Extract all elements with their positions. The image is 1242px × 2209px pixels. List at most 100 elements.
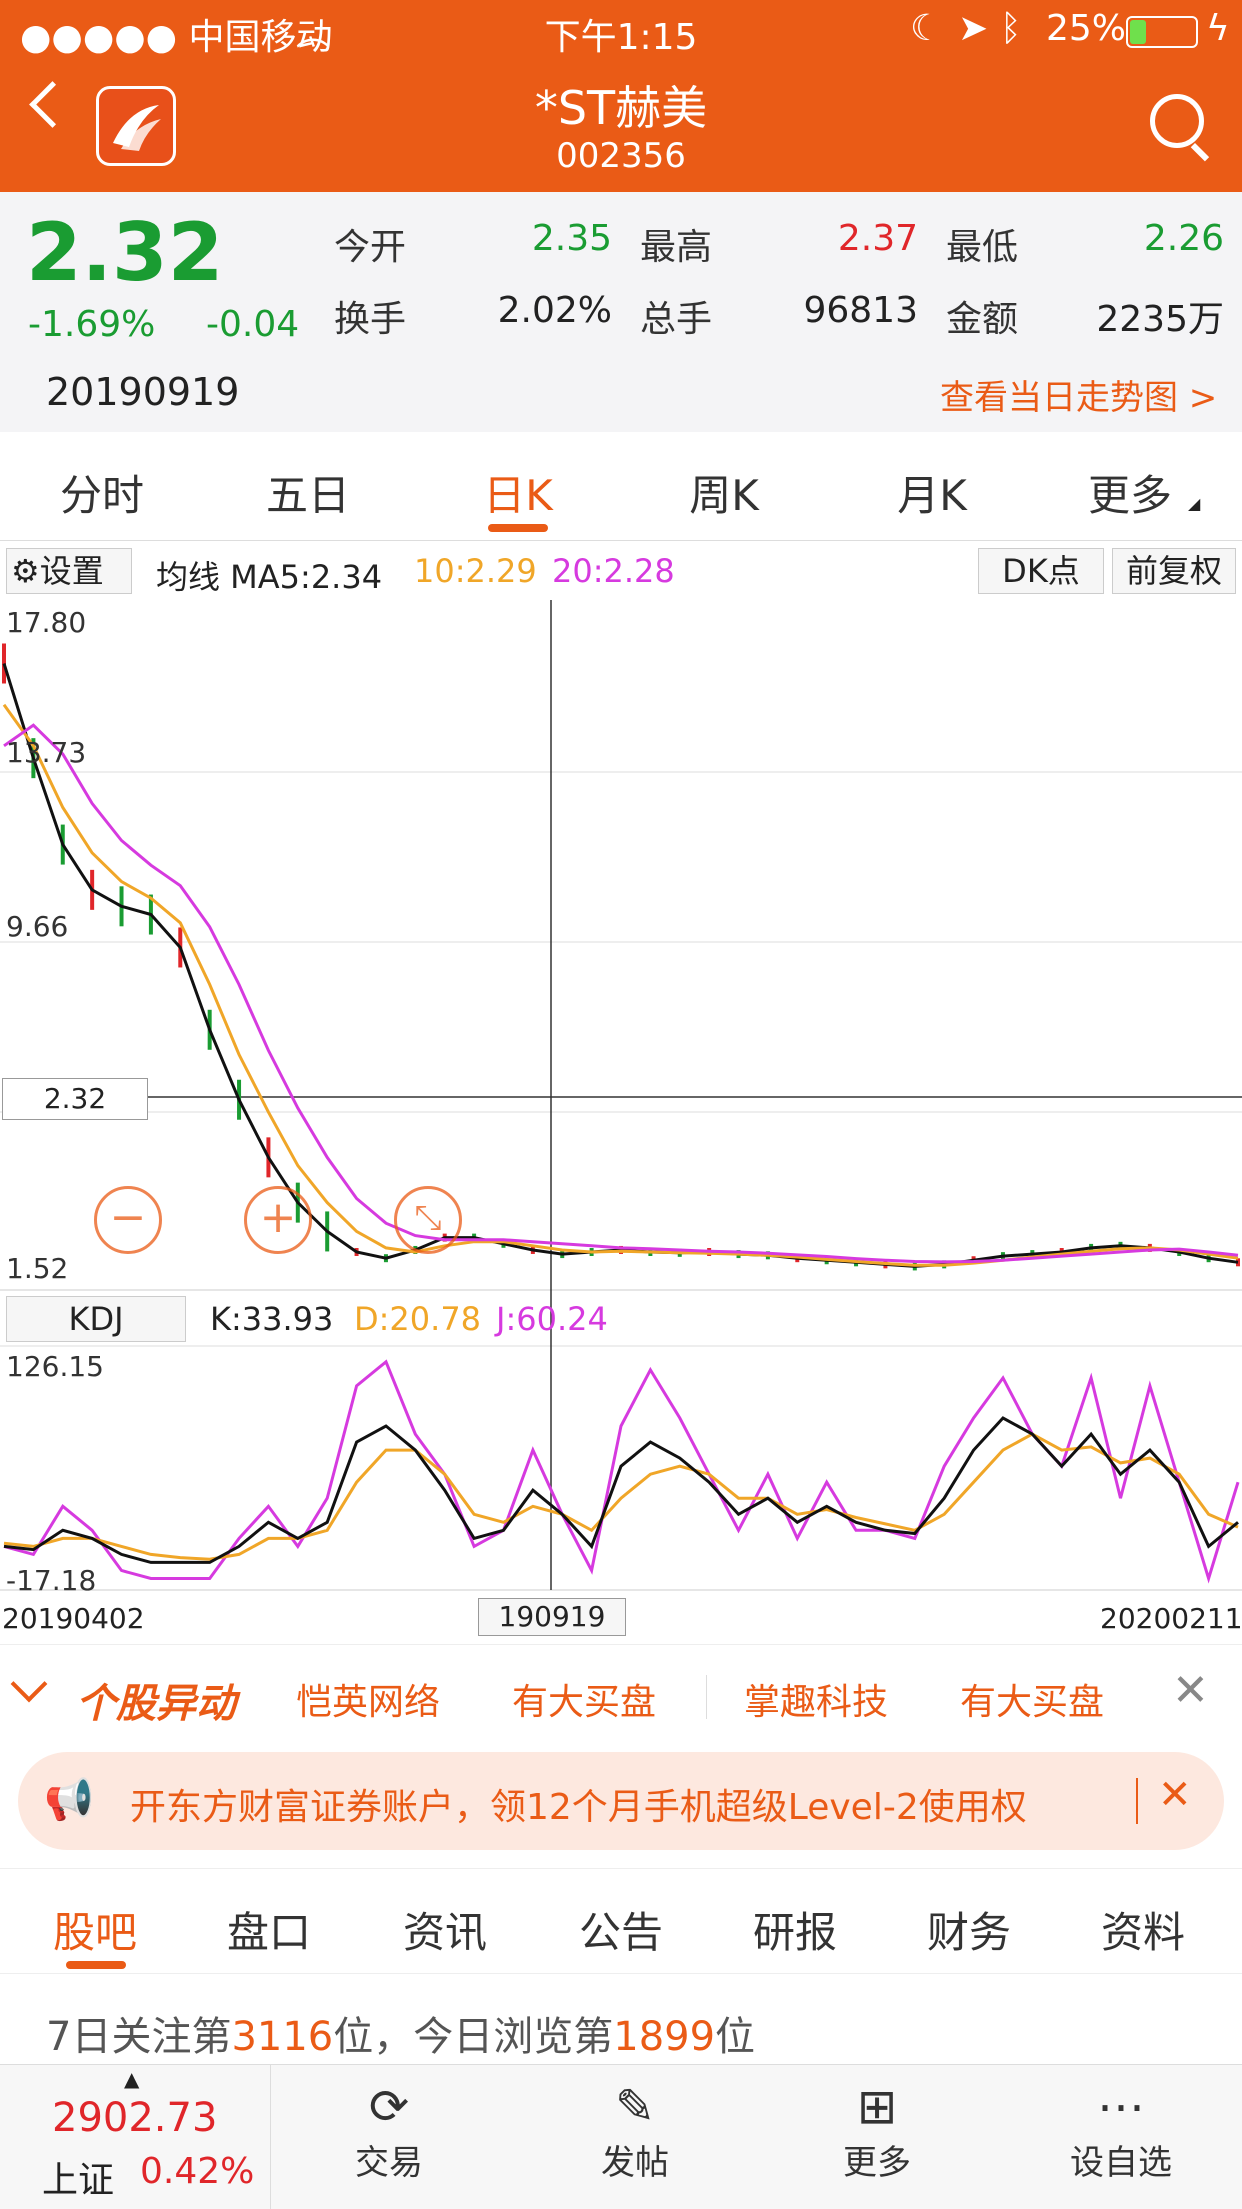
tab-intraday[interactable]: 分时	[59, 471, 144, 520]
tab-orderbook[interactable]: 盘口	[226, 1908, 311, 1957]
date-end-label: 20200211	[1100, 1602, 1242, 1635]
mover-event-1[interactable]: 有大买盘	[512, 1682, 657, 1723]
change-amount: -0.04	[206, 304, 300, 345]
period-tabs: 分时 五日 日K 周K 月K 更多 ◢	[0, 432, 1242, 541]
carrier-label: ●●●●● 中国移动	[20, 17, 333, 58]
index-percent: 0.42%	[140, 2151, 255, 2192]
mover-event-2[interactable]: 有大买盘	[960, 1682, 1105, 1723]
wifi-icon: ︵	[296, 14, 330, 54]
turnover-label: 换手	[334, 299, 407, 340]
chart-toolbar: ⚙设置 均线 MA5:2.34 10:2.29 20:2.28 DK点 前复权	[0, 540, 1242, 600]
promo-text: 开东方财富证券账户，领12个月手机超级Level-2使用权	[130, 1787, 1027, 1828]
quote-date: 20190919	[46, 370, 240, 414]
mover-name-2[interactable]: 掌趣科技	[744, 1682, 889, 1723]
active-tab-indicator	[488, 524, 548, 532]
tab-daily-k[interactable]: 日K	[483, 471, 553, 520]
kdj-k-line	[3, 1416, 1239, 1564]
open-label: 今开	[334, 227, 407, 268]
ma20-label: 20:2.28	[552, 552, 675, 590]
current-price: 2.32	[26, 206, 224, 299]
rank-mid: 位，今日浏览第	[333, 2014, 614, 2060]
nav-post[interactable]: ✎ 发帖	[560, 2065, 710, 2184]
index-value: 2902.73	[52, 2095, 218, 2141]
turnover-value: 2.02%	[497, 290, 612, 331]
k-line-chart[interactable]	[0, 600, 1242, 1640]
index-widget[interactable]: ▲ 2902.73 上证 0.42%	[0, 2065, 271, 2209]
expand-icon[interactable]: ⤡	[394, 1186, 462, 1254]
tab-five-day[interactable]: 五日	[265, 471, 350, 520]
movers-bar: 个股异动 恺英网络 有大买盘 掌趣科技 有大买盘 ✕	[0, 1644, 1242, 1749]
promo-banner[interactable]: 📢 开东方财富证券账户，领12个月手机超级Level-2使用权 ✕	[18, 1752, 1224, 1850]
grid-icon: ⊞	[856, 2079, 898, 2135]
gear-icon: ⚙	[11, 552, 40, 590]
status-bar: ●●●●● 中国移动 ︵ 下午1:15 ☾ ➤ ᛒ 25% ϟ	[0, 0, 1242, 60]
dk-point-button[interactable]: DK点	[978, 548, 1104, 594]
chevron-down-icon[interactable]	[10, 1665, 48, 1703]
rank-suffix: 位	[715, 2014, 756, 2060]
mover-name-1[interactable]: 恺英网络	[296, 1682, 441, 1723]
chart-grid	[0, 600, 1242, 1591]
zoom-out-button[interactable]: −	[94, 1186, 162, 1254]
nav-trade[interactable]: ⟳ 交易	[314, 2065, 464, 2184]
battery-icon	[1126, 16, 1198, 48]
nav-more-label: 更多	[843, 2143, 911, 2183]
ma10-label: 10:2.29	[414, 552, 537, 590]
tab-financials[interactable]: 财务	[926, 1908, 1011, 1957]
more-dots-icon: ⋯	[1097, 2079, 1145, 2135]
ma-label: 均线 MA5:2.34	[156, 558, 383, 596]
stock-name: *ST赫美	[534, 81, 708, 135]
volume-label: 总手	[640, 299, 713, 340]
tab-monthly-k[interactable]: 月K	[897, 471, 967, 520]
y-min-label: 1.52	[6, 1252, 69, 1285]
kdj-indicator-button[interactable]: KDJ	[6, 1296, 186, 1342]
tab-weekly-k[interactable]: 周K	[689, 471, 759, 520]
date-start-label: 20190402	[2, 1602, 145, 1635]
content-tabs: 股吧 盘口 资讯 公告 研报 财务 资料	[0, 1868, 1242, 1974]
location-icon: ➤	[958, 8, 989, 49]
close-icon[interactable]: ✕	[1172, 1665, 1209, 1716]
kdj-d-line	[3, 1432, 1239, 1561]
nav-add-watchlist[interactable]: ⋯ 设自选	[1046, 2065, 1196, 2184]
settings-label: 设置	[39, 552, 104, 590]
yen-cycle-icon: ⟳	[368, 2079, 410, 2135]
view-intraday-link[interactable]: 查看当日走势图 >	[940, 378, 1218, 418]
y-mid2-label: 9.66	[6, 910, 69, 943]
charging-icon: ϟ	[1206, 8, 1230, 49]
rank-line: 7日关注第3116位，今日浏览第1899位	[46, 2004, 755, 2062]
bluetooth-icon: ᛒ	[1000, 8, 1022, 49]
kdj-bottom-label: -17.18	[6, 1564, 97, 1597]
y-mid1-label: 13.73	[6, 736, 87, 769]
change-percent: -1.69%	[28, 304, 156, 345]
promo-close-icon[interactable]: ✕	[1158, 1772, 1192, 1818]
adjust-button[interactable]: 前复权	[1112, 548, 1236, 594]
expand-up-icon: ▲	[124, 2067, 140, 2091]
app-logo-icon	[96, 86, 176, 166]
quote-panel: 2.32 -1.69% -0.04 20190919 今开 2.35 最高 2.…	[0, 192, 1242, 432]
tab-news[interactable]: 资讯	[402, 1908, 487, 1957]
nav-add-watchlist-label: 设自选	[1070, 2143, 1172, 2183]
kdj-lines	[3, 1359, 1240, 1584]
battery-percent: 25%	[1046, 8, 1127, 49]
zoom-in-button[interactable]: +	[244, 1186, 312, 1254]
nav-more[interactable]: ⊞ 更多	[802, 2065, 952, 2184]
movers-title: 个股异动	[76, 1681, 236, 1727]
moon-icon: ☾	[910, 8, 943, 49]
search-icon[interactable]	[1150, 94, 1210, 162]
tab-profile[interactable]: 资料	[1100, 1908, 1185, 1957]
crosshair-price-label: 2.32	[2, 1078, 148, 1120]
tab-more[interactable]: 更多	[1087, 471, 1172, 520]
settings-button[interactable]: ⚙设置	[6, 548, 132, 594]
kdj-top-label: 126.15	[6, 1350, 104, 1383]
divider	[706, 1675, 707, 1719]
high-value: 2.37	[837, 218, 918, 259]
clock: 下午1:15	[544, 17, 698, 58]
low-value: 2.26	[1143, 218, 1224, 259]
tab-announcements[interactable]: 公告	[578, 1908, 663, 1957]
divider	[1136, 1778, 1138, 1824]
price-lines	[2, 663, 1239, 1268]
tab-forum[interactable]: 股吧	[52, 1908, 137, 1957]
tab-research[interactable]: 研报	[752, 1908, 837, 1957]
kdj-k-label: K:33.93	[210, 1300, 334, 1338]
low-label: 最低	[946, 227, 1019, 268]
kdj-j-label: J:60.24	[496, 1300, 608, 1338]
